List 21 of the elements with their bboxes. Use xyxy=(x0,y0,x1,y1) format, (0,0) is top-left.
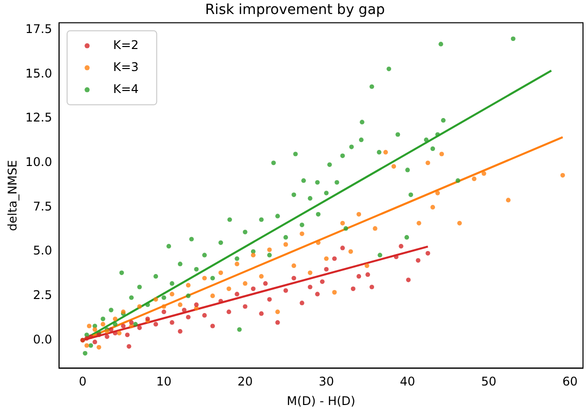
y-tick-label: 2.5 xyxy=(33,288,52,302)
y-tick-label: 5.0 xyxy=(33,244,52,258)
x-tick-label: 10 xyxy=(156,374,172,389)
y-tick-label: 7.5 xyxy=(33,199,52,214)
y-tick-label: 0.0 xyxy=(33,332,52,346)
legend-label: K=3 xyxy=(113,60,139,74)
x-tick-label: 60 xyxy=(562,374,578,389)
y-tick-label: 17.5 xyxy=(25,22,52,36)
y-tick-label: 12.5 xyxy=(25,110,52,125)
legend-label: K=4 xyxy=(113,82,139,96)
x-axis-title: M(D) - H(D) xyxy=(286,394,356,408)
x-tick-label: 40 xyxy=(400,374,416,389)
legend-label: K=2 xyxy=(113,38,139,52)
y-axis-title: delta_NMSE xyxy=(5,160,20,231)
x-tick-label: 30 xyxy=(318,374,334,389)
x-tick-label: 50 xyxy=(481,374,496,389)
x-tick-label: 0 xyxy=(78,374,86,389)
chart-title: Risk improvement by gap xyxy=(205,2,386,18)
x-tick-label: 20 xyxy=(237,374,253,389)
y-tick-label: 15.0 xyxy=(25,66,52,80)
y-tick-label: 10.0 xyxy=(25,155,52,169)
